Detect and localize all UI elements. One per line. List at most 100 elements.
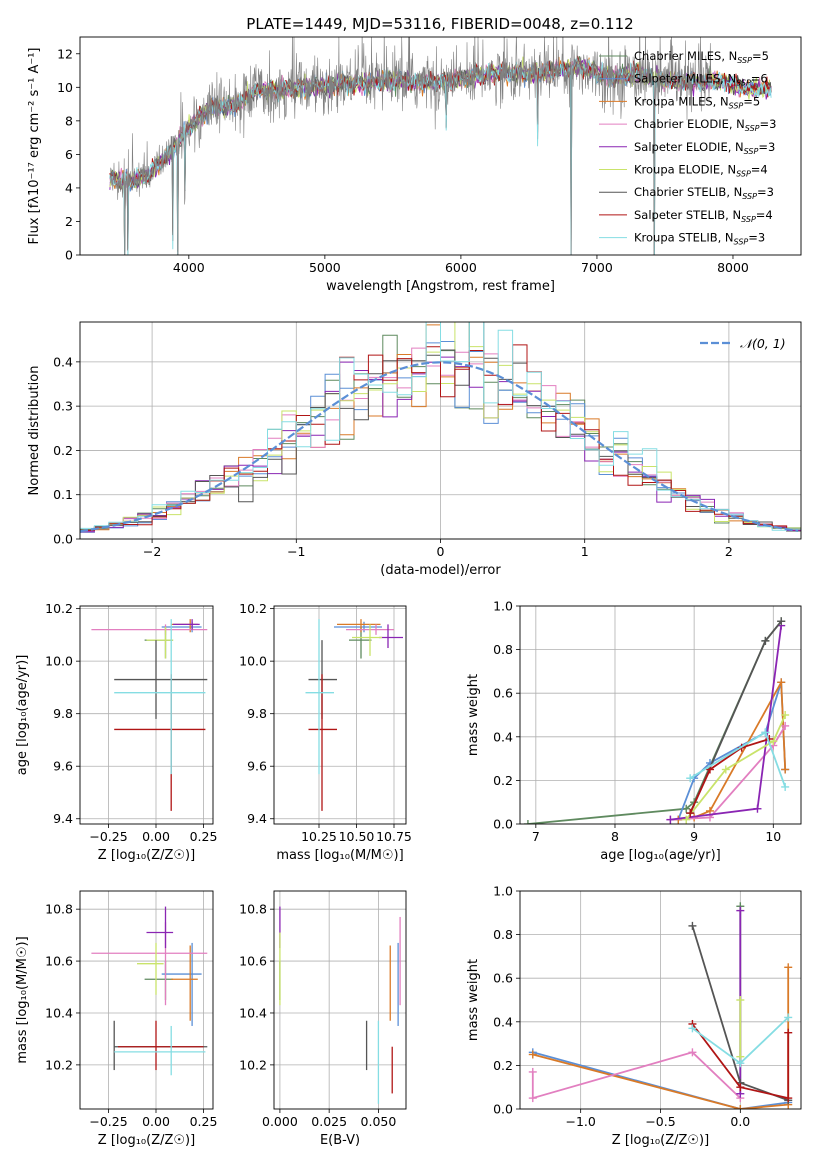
ebv-vs-mass-panel: 0.000 0.025 0.050 10.2 10.4 10.6 10.8 E(B-V) xyxy=(239,890,407,1148)
axes-frame xyxy=(519,890,802,1110)
y-tick-label: 10.0 xyxy=(239,654,267,669)
y-tick-label: 10.0 xyxy=(45,654,73,669)
mass-weight-marker xyxy=(682,815,691,824)
axes-frame xyxy=(79,605,214,825)
mass-weight-marker xyxy=(781,711,790,719)
mass-vs-age-plot-area xyxy=(305,619,403,811)
errorbar-point xyxy=(379,624,403,649)
x-axis-label: age [log₁₀(age/yr)] xyxy=(600,848,721,863)
z-vs-mass-panel: −0.25 0.00 0.25 10.2 10.4 10.6 10.8 Z [log₁₀(Z/… xyxy=(15,890,217,1148)
y-tick-label: 0.8 xyxy=(493,927,513,942)
z-vs-age-panel: −0.25 0.00 0.25 9.4 9.6 9.8 10.0 10.2 Z [log₁₀(Z… xyxy=(15,601,217,863)
legend-entry-label: Salpeter STELIB, NSSP=4 xyxy=(634,208,773,224)
y-tick-label: 10.8 xyxy=(45,902,73,917)
y-tick-label: 9.4 xyxy=(247,811,267,826)
mass-weight-marker xyxy=(686,774,695,783)
x-tick-label: 8000 xyxy=(717,260,749,275)
mass-weight-marker xyxy=(688,1048,697,1057)
mass-weight-line xyxy=(531,1051,741,1100)
normal-distribution-curve xyxy=(80,361,799,533)
spectrum-panel: 4000 5000 6000 7000 8000 0 2 4 6 8 10 12 wavelength … xyxy=(27,36,802,294)
errorbar-point xyxy=(161,621,202,633)
histogram-steps xyxy=(80,322,801,531)
mass-weight-marker xyxy=(784,1013,793,1022)
y-axis-label: mass weight xyxy=(466,674,481,756)
errorbar-point xyxy=(334,621,382,633)
mass-weight-marker xyxy=(784,963,793,972)
errorbar-point xyxy=(161,942,202,1026)
mass-weight-line xyxy=(527,620,782,824)
y-tick-label: 10.4 xyxy=(239,1005,267,1020)
histogram-steps xyxy=(80,344,801,531)
y-tick-label: 0.4 xyxy=(493,1014,513,1029)
legend-entry-label: Salpeter MILES, NSSP=6 xyxy=(634,72,768,88)
x-axis-label: wavelength [Angstrom, rest frame] xyxy=(326,279,555,294)
y-tick-label: 1.0 xyxy=(493,884,513,899)
y-axis-label: mass weight xyxy=(466,959,481,1041)
errorbar-point xyxy=(114,1025,206,1076)
mass-weight-marker xyxy=(784,1028,793,1037)
y-axis-label: age [log₁₀(age/yr)] xyxy=(15,655,30,776)
x-tick-label: 7 xyxy=(532,829,540,844)
mass-weight-line xyxy=(670,625,783,821)
y-tick-label: 10 xyxy=(57,80,73,95)
errorbar-point xyxy=(352,624,382,656)
z-vs-mass-weight-panel: −1.0 −0.5 0.0 0.0 0.2 0.4 0.6 0.8 1.0 Z [log₁₀(Z/… xyxy=(466,884,802,1148)
spectrum-plot-area xyxy=(109,37,772,255)
errorbar-point xyxy=(114,619,206,775)
ebv-vs-mass-plot-area xyxy=(279,906,401,1104)
observed-spectrum-line xyxy=(109,37,712,255)
legend-entry-label: 𝒩(0, 1) xyxy=(740,336,786,351)
residual-histogram-panel: −2 −1 0 1 2 0.0 0.1 0.2 0.3 0.4 (data-model)/error… xyxy=(27,321,802,578)
axes-frame xyxy=(79,890,214,1110)
mass-weight-marker xyxy=(686,809,695,818)
y-tick-label: 0.4 xyxy=(53,354,73,369)
errorbar-point xyxy=(337,619,381,633)
x-tick-label: 6000 xyxy=(445,260,477,275)
mass-weight-line xyxy=(689,738,770,814)
errorbar-point xyxy=(118,1020,204,1071)
x-tick-label: −0.25 xyxy=(89,829,127,844)
mass-weight-marker xyxy=(761,728,770,737)
mass-weight-marker xyxy=(688,921,697,930)
spectrum-legend: Chabrier MILES, NSSP=5 Salpeter MILES, NS… xyxy=(599,49,776,247)
y-tick-label: 9.8 xyxy=(53,706,73,721)
y-tick-label: 0.3 xyxy=(53,399,73,414)
errorbar-point xyxy=(308,640,337,719)
y-tick-label: 10.6 xyxy=(45,954,73,969)
x-tick-label: 0.00 xyxy=(142,1114,170,1129)
x-tick-label: 0.025 xyxy=(311,1114,347,1129)
errorbar-point xyxy=(171,619,198,633)
x-tick-label: −0.25 xyxy=(89,1114,127,1129)
mass-weight-marker xyxy=(736,1059,745,1068)
x-tick-label: 10 xyxy=(765,829,781,844)
figure-title: PLATE=1449, MJD=53116, FIBERID=0048, z=0… xyxy=(246,15,633,33)
errorbar-point xyxy=(144,627,174,659)
legend-entry-label: Kroupa STELIB, NSSP=3 xyxy=(634,231,765,247)
y-tick-label: 10.2 xyxy=(45,1057,73,1072)
errorbar-point xyxy=(171,945,198,1021)
mass-weight-marker xyxy=(781,765,790,774)
x-tick-label: 0.25 xyxy=(190,829,218,844)
mass-weight-line xyxy=(670,725,786,821)
y-tick-label: 12 xyxy=(57,46,73,61)
y-tick-label: 9.4 xyxy=(53,811,73,826)
errorbar-point xyxy=(114,640,208,719)
legend-entry-label: Salpeter ELODIE, NSSP=3 xyxy=(634,140,775,156)
errorbar-point xyxy=(146,906,174,949)
residual-histogram-plot-area xyxy=(80,322,801,533)
legend-entry-label: Chabrier STELIB, NSSP=3 xyxy=(634,185,774,201)
z-vs-age-plot-area xyxy=(91,619,208,811)
y-tick-label: 4 xyxy=(65,180,73,195)
x-axis-label: E(B-V) xyxy=(320,1133,360,1148)
x-tick-label: −0.5 xyxy=(645,1114,675,1129)
y-axis-label: mass [log₁₀(M/M☉)] xyxy=(15,936,30,1063)
y-tick-label: 0.8 xyxy=(493,642,513,657)
axes-frame xyxy=(79,321,802,540)
y-tick-label: 0.6 xyxy=(493,971,513,986)
y-tick-label: 0.0 xyxy=(493,817,513,832)
x-tick-label: 0.00 xyxy=(142,829,170,844)
mass-weight-marker xyxy=(682,804,691,813)
mass-weight-marker xyxy=(666,815,675,824)
